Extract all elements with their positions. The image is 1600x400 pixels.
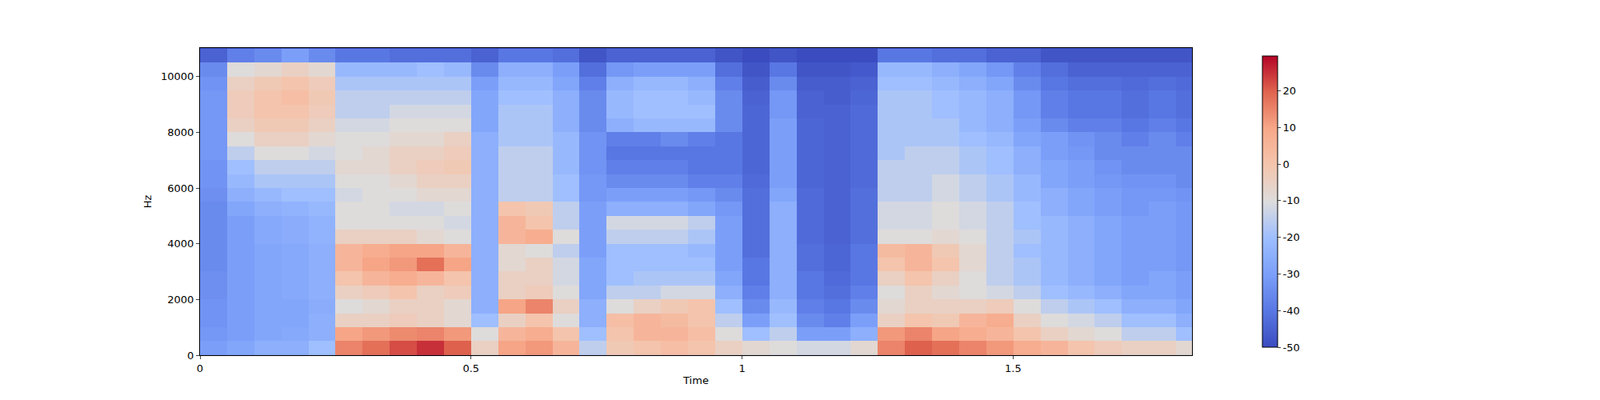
- svg-text:0: 0: [187, 349, 194, 362]
- svg-text:-50: -50: [1283, 341, 1300, 354]
- svg-text:8000: 8000: [167, 126, 194, 139]
- svg-text:0: 0: [196, 362, 204, 375]
- svg-text:20: 20: [1283, 84, 1297, 97]
- svg-text:10: 10: [1283, 121, 1297, 134]
- svg-text:6000: 6000: [167, 182, 194, 195]
- svg-text:Time: Time: [682, 374, 709, 387]
- svg-text:1: 1: [738, 362, 745, 375]
- svg-text:4000: 4000: [167, 237, 194, 250]
- svg-text:10000: 10000: [160, 70, 194, 83]
- svg-text:1.5: 1.5: [1004, 362, 1022, 375]
- svg-text:-40: -40: [1283, 304, 1300, 317]
- svg-text:2000: 2000: [167, 293, 194, 306]
- svg-text:Hz: Hz: [141, 195, 154, 209]
- svg-text:-10: -10: [1283, 194, 1300, 207]
- svg-text:0.5: 0.5: [462, 362, 480, 375]
- svg-text:-20: -20: [1283, 231, 1300, 244]
- svg-text:0: 0: [1283, 158, 1290, 171]
- svg-text:-30: -30: [1283, 268, 1300, 280]
